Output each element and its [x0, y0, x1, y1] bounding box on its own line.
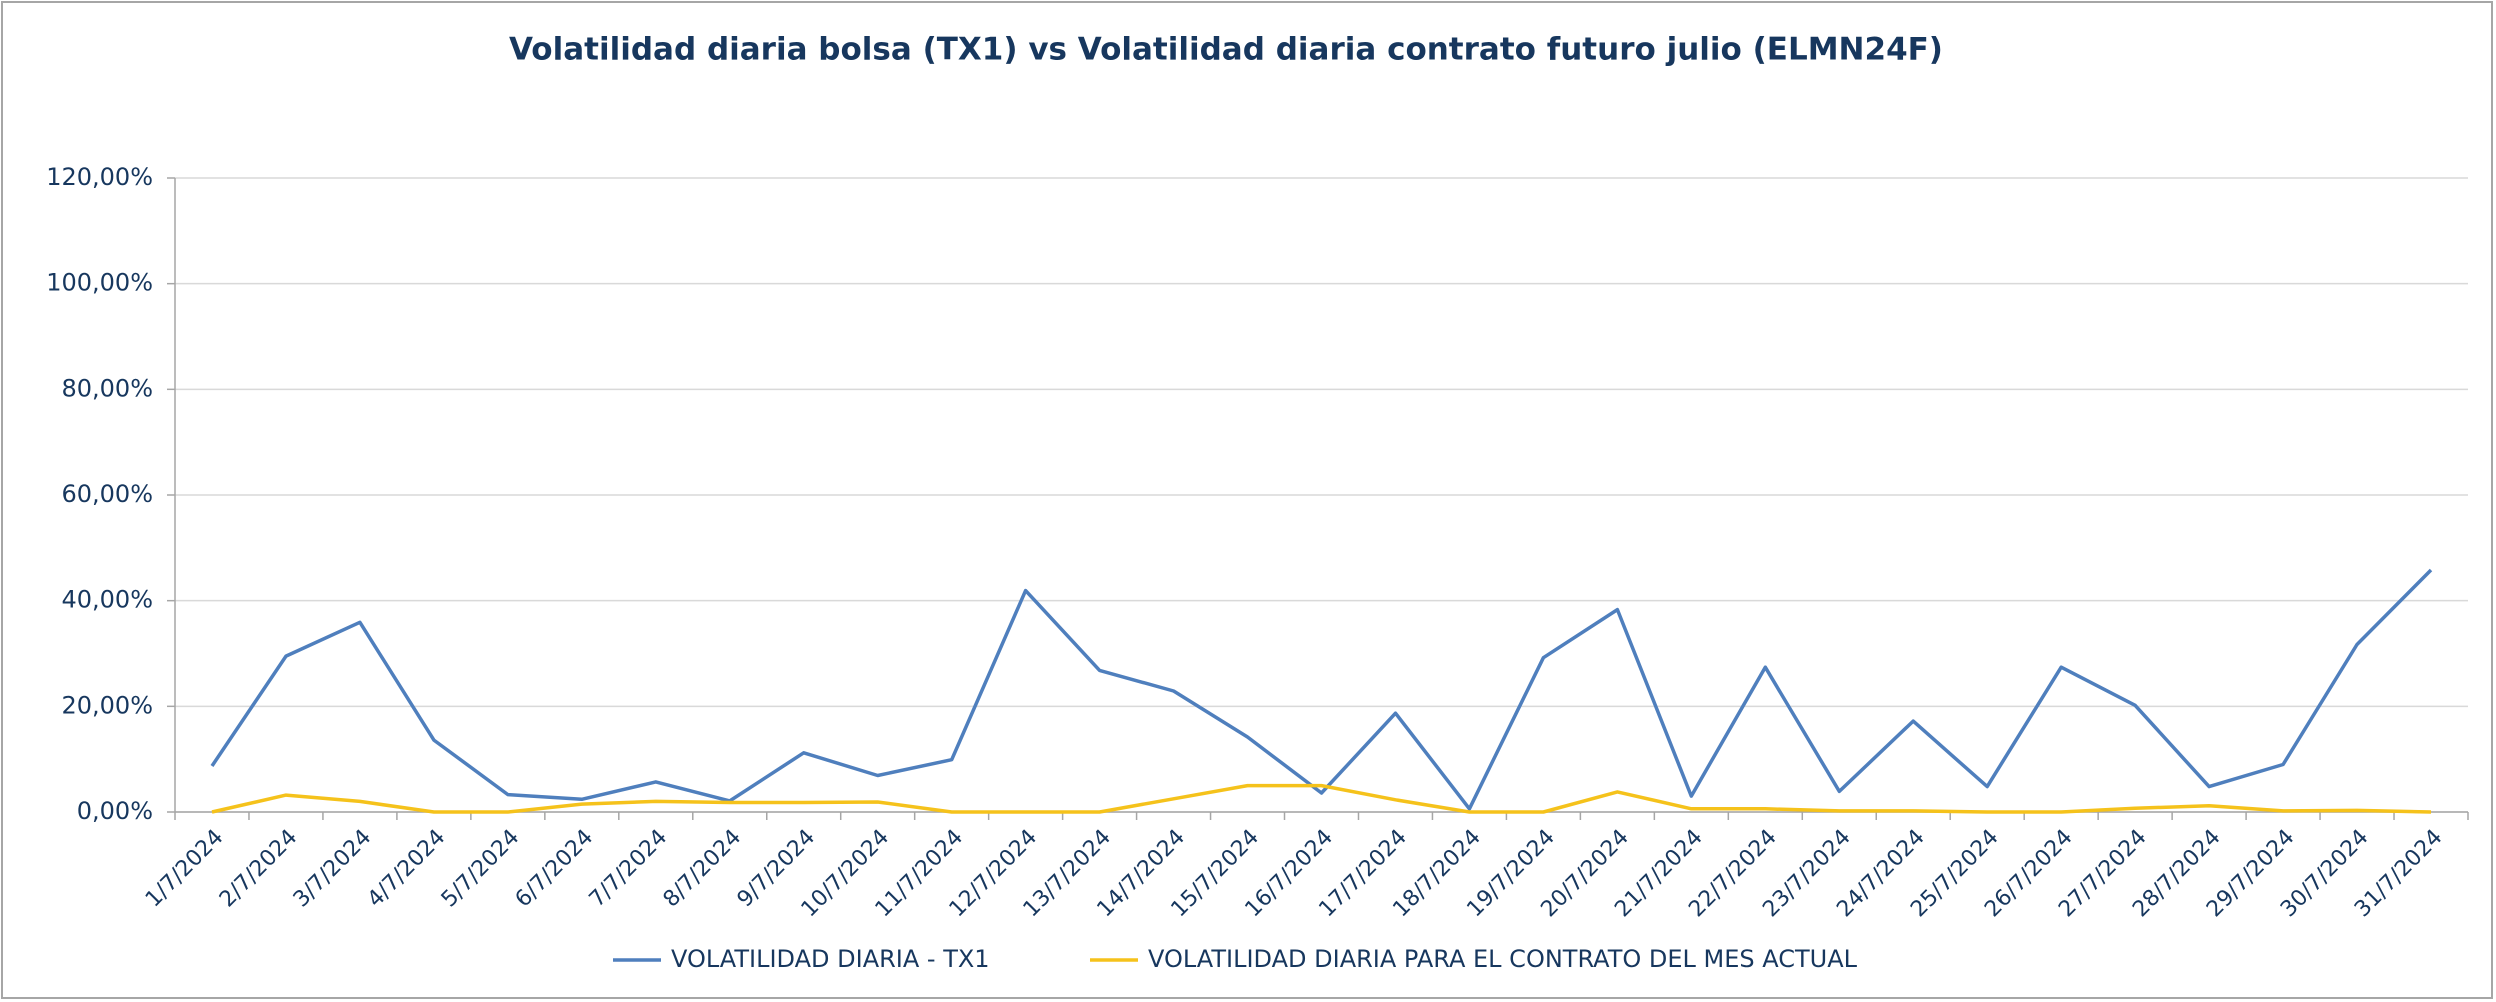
- x-tick-label: 6/7/2024: [511, 825, 599, 913]
- y-tick-label: 100,00%: [46, 269, 153, 297]
- y-tick-label: 0,00%: [77, 797, 153, 825]
- x-tick-label: 2/7/2024: [215, 825, 303, 913]
- x-tick-label: 4/7/2024: [363, 825, 451, 913]
- x-tick-label: 1/7/2024: [141, 825, 229, 913]
- chart-title: Volatilidad diaria bolsa (TX1) vs Volati…: [509, 32, 1943, 68]
- x-tick-label: 5/7/2024: [437, 825, 525, 913]
- y-tick-label: 80,00%: [61, 374, 153, 402]
- y-tick-label: 40,00%: [61, 586, 153, 614]
- series-line: [211, 783, 2432, 814]
- y-tick-label: 60,00%: [61, 480, 153, 508]
- y-tick-label: 20,00%: [61, 691, 153, 719]
- x-tick-label: 7/7/2024: [585, 825, 673, 913]
- x-tick-label: 8/7/2024: [659, 825, 747, 913]
- legend-label: VOLATILIDAD DIARIA - TX1: [671, 945, 990, 973]
- legend-label: VOLATILIDAD DIARIA PARA EL CONTRATO DEL …: [1148, 945, 1858, 973]
- y-tick-label: 120,00%: [46, 163, 153, 191]
- x-tick-label: 3/7/2024: [289, 825, 377, 913]
- series-line: [210, 568, 2433, 811]
